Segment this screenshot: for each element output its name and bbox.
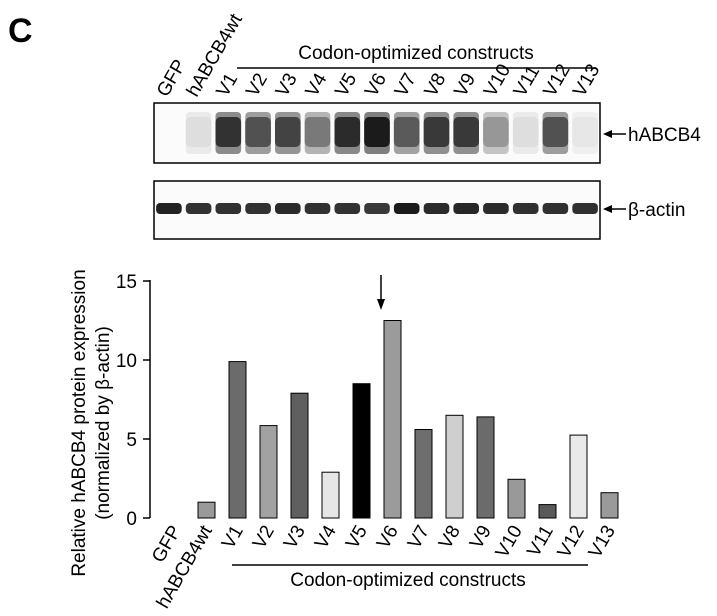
blot-lane-label-v7: V7 (391, 70, 421, 101)
bar-v8 (445, 414, 464, 519)
x-tick-label-v4: V4 (311, 522, 341, 553)
habcb4-band (393, 117, 420, 147)
actin-arrow (603, 205, 626, 213)
y-tick-label: 5 (126, 430, 137, 451)
actin-band (215, 203, 242, 214)
habcb4-band (483, 117, 509, 147)
x-tick-label-v13: V13 (585, 522, 620, 562)
blot-lane-label-v2: V2 (242, 70, 272, 101)
actin-band (483, 203, 509, 214)
actin-band (453, 203, 479, 214)
x-tick-label-v10: V10 (492, 522, 527, 562)
blot-habcb4 (153, 102, 601, 164)
bar-habcb4wt (197, 501, 216, 519)
chart-ylabel-line2: (normalized by β-actin) (93, 326, 114, 520)
bar-v12 (569, 434, 588, 519)
bar-chart: Relative hABCB4 protein expression (norm… (69, 269, 620, 612)
blot-lane-label-v8: V8 (421, 70, 451, 101)
habcb4-band (512, 117, 539, 147)
habcb4-band (215, 117, 242, 147)
x-tick-label-v9: V9 (466, 522, 496, 553)
blot-group-label: Codon-optimized constructs (298, 43, 534, 64)
habcb4-band (185, 117, 212, 147)
y-tick-label: 10 (116, 351, 137, 372)
habcb4-band (542, 117, 569, 147)
habcb4-band (334, 117, 361, 147)
y-tick-label: 15 (116, 272, 137, 293)
v6-highlight-arrow (377, 275, 385, 310)
bar-v9 (476, 416, 495, 519)
actin-band (393, 203, 420, 214)
x-tick-label-v7: V7 (404, 522, 434, 553)
bar-v4 (321, 471, 340, 519)
habcb4-band-label: hABCB4 (628, 125, 701, 146)
actin-band (334, 203, 361, 214)
x-tick-label-v12: V12 (554, 522, 589, 562)
actin-band (275, 203, 301, 214)
y-tick-label: 0 (126, 509, 137, 530)
blot-lane-label-v6: V6 (361, 70, 391, 101)
actin-band (304, 203, 331, 214)
habcb4-band (572, 117, 598, 147)
x-tick-label-v1: V1 (218, 522, 248, 553)
bar-v2 (259, 425, 278, 519)
actin-band (245, 203, 271, 214)
x-tick-label-v5: V5 (342, 522, 372, 553)
bar-v3 (290, 392, 309, 519)
bar-v1 (228, 361, 247, 519)
actin-band (572, 203, 598, 214)
blot-lane-label-v3: V3 (272, 70, 302, 101)
actin-band (364, 203, 390, 214)
habcb4-band (423, 117, 450, 147)
blot-lane-label-v13: V13 (569, 61, 604, 101)
blot-lane-label-v1: V1 (212, 70, 242, 101)
actin-band (423, 203, 450, 214)
bar-v10 (507, 478, 526, 519)
blot-actin (153, 180, 601, 240)
x-tick-label-v2: V2 (249, 522, 279, 553)
blot-lane-label-v12: V12 (540, 61, 575, 101)
bar-v5 (352, 383, 371, 519)
actin-band (542, 203, 569, 214)
habcb4-band (453, 117, 479, 147)
blot-lane-label-v9: V9 (450, 70, 480, 101)
habcb4-band (304, 117, 331, 147)
blot-lane-label-gfp: GFP (153, 56, 191, 100)
actin-band-label: β-actin (628, 200, 685, 221)
x-tick-label-v6: V6 (373, 522, 403, 553)
blot-lane-label-v4: V4 (302, 69, 332, 100)
blot-lane-label-v10: V10 (480, 61, 515, 101)
blot-lane-label-v5: V5 (331, 70, 361, 101)
habcb4-band (364, 117, 390, 147)
habcb4-band (245, 117, 271, 147)
actin-band (512, 203, 539, 214)
habcb4-arrow (603, 130, 626, 138)
x-tick-label-v3: V3 (280, 522, 310, 553)
chart-xlabel: Codon-optimized constructs (290, 570, 526, 591)
bar-v7 (414, 429, 433, 519)
x-tick-label-v11: V11 (523, 522, 557, 561)
bar-v6 (383, 320, 402, 519)
bar-v11 (538, 504, 557, 519)
panel-label: C (8, 12, 33, 50)
actin-band (185, 203, 212, 214)
chart-ylabel-line1: Relative hABCB4 protein expression (69, 269, 90, 576)
habcb4-band (275, 117, 301, 147)
bar-v13 (600, 492, 619, 519)
actin-band (156, 203, 182, 214)
x-tick-label-v8: V8 (435, 522, 465, 553)
